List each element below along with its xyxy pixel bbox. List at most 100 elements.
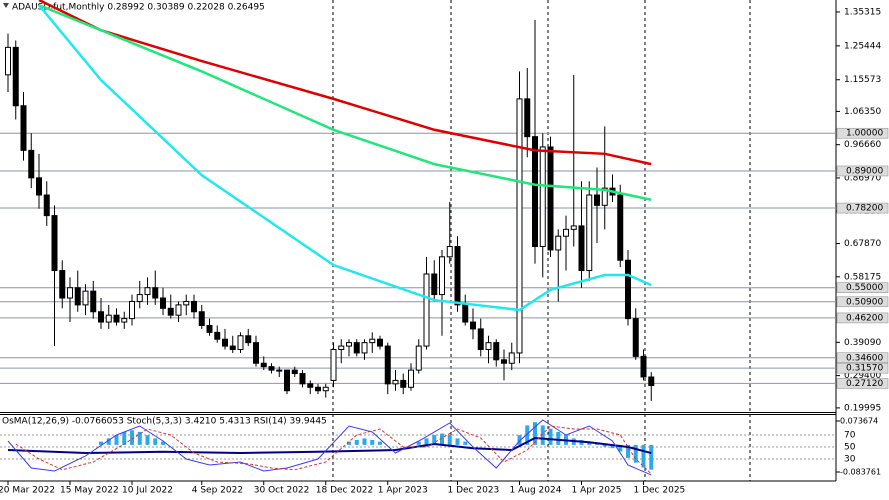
x-tick-label: 15 May 2022 — [60, 486, 119, 496]
candle-body — [105, 314, 112, 323]
osma-bar — [610, 444, 615, 449]
level-label-box — [836, 352, 889, 364]
level-label: 0.46200 — [846, 313, 883, 323]
candle-body — [501, 359, 507, 364]
candle-body — [144, 287, 151, 296]
candle-body — [570, 225, 577, 230]
osma-bar — [432, 435, 437, 445]
candle-body — [601, 187, 608, 206]
level-label: 0.78200 — [846, 204, 883, 214]
x-tick-label: 1 Apr 2023 — [378, 486, 428, 496]
osma-bar — [416, 441, 421, 445]
candle-body — [632, 318, 639, 357]
candle-body — [648, 376, 655, 387]
level-label-box — [836, 165, 889, 177]
candle-body — [361, 342, 368, 354]
y-tick-label: 0.96660 — [844, 140, 881, 150]
candle-body — [113, 314, 120, 323]
osma-bar — [114, 435, 119, 445]
osma-bar — [463, 441, 468, 445]
candle-body — [43, 194, 50, 217]
candle-body — [377, 338, 383, 347]
osma-bar — [354, 440, 359, 445]
candle-body — [28, 149, 35, 179]
osma-bar — [370, 440, 375, 445]
indicator-line — [7, 436, 652, 455]
level-label: 0.27120 — [846, 379, 883, 389]
level-label: 0.89000 — [846, 166, 883, 176]
candle-body — [578, 225, 585, 272]
osma-bar — [633, 444, 638, 463]
y-tick-label: 0.19995 — [844, 403, 881, 413]
candle-body — [191, 300, 197, 313]
candle-body — [59, 270, 66, 299]
candle-body — [423, 273, 430, 347]
osma-bar — [548, 428, 553, 445]
candle-body — [67, 287, 73, 299]
osma-bar — [122, 431, 127, 445]
y-tick-label: 0.58175 — [844, 272, 881, 282]
level-label-box — [836, 378, 889, 389]
candle-body — [392, 379, 399, 385]
candle-body — [516, 98, 523, 354]
candle-body — [222, 338, 228, 347]
candle-body — [508, 352, 515, 364]
candle-body — [5, 46, 11, 76]
x-tick-label: 1 Apr 2025 — [572, 486, 622, 496]
candle-body — [245, 335, 252, 344]
candle-body — [90, 290, 97, 313]
y-tick-label: 0.39090 — [844, 338, 881, 348]
moving-average — [38, 4, 652, 312]
candle-body — [470, 321, 476, 330]
osma-bar — [641, 444, 646, 468]
osma-bar — [347, 441, 351, 445]
y-tick-label: 1.35315 — [844, 7, 881, 17]
osma-bar — [587, 441, 592, 445]
chart-title: ADAUSD,fut,Monthly 0.28992 0.30389 0.220… — [12, 3, 265, 13]
level-label-box — [836, 127, 889, 139]
candle-body — [439, 256, 445, 296]
indicator-line — [7, 419, 652, 476]
y-tick-label: 1.15573 — [844, 75, 881, 85]
candle-body — [291, 369, 298, 375]
candle-body — [462, 304, 469, 323]
candle-body — [214, 331, 221, 340]
candle-body — [121, 318, 128, 323]
candle-body — [160, 297, 166, 309]
symbol-icon — [3, 3, 9, 8]
candle-body — [20, 105, 27, 151]
moving-average — [38, 0, 652, 166]
candle-body — [284, 369, 290, 392]
level-label-box — [836, 296, 889, 308]
moving-average — [38, 3, 652, 202]
x-tick-label: 1 Dec 2025 — [634, 486, 686, 496]
x-tick-label: 4 Sep 2022 — [192, 486, 243, 496]
candle-body — [640, 355, 647, 378]
osma-bar — [378, 441, 382, 445]
x-tick-label: 10 Jul 2022 — [122, 486, 173, 496]
y-tick-label: 0.86970 — [844, 173, 881, 183]
osma-bar — [145, 435, 150, 445]
candle-body — [547, 146, 554, 251]
candle-body — [539, 146, 546, 248]
x-tick-label: 18 Dec 2022 — [316, 486, 374, 496]
x-tick-label: 20 Mar 2022 — [0, 486, 55, 496]
candle-body — [532, 136, 538, 248]
osma-bar — [99, 441, 103, 445]
x-tick-label: 30 Oct 2022 — [254, 486, 310, 496]
osma-bar — [517, 435, 522, 445]
osma-bar — [130, 430, 134, 445]
candle-body — [299, 373, 306, 385]
y-tick-label: 0.67870 — [844, 239, 881, 249]
osma-bar — [106, 438, 111, 445]
level-label: 0.55000 — [846, 283, 883, 293]
y2-tick-label: -0.083761 — [840, 468, 881, 477]
level-label-box — [836, 282, 889, 293]
y-tick-label: 50 — [844, 443, 856, 453]
osma-bar — [556, 431, 561, 445]
candle-body — [485, 342, 492, 351]
candle-body — [524, 98, 531, 138]
